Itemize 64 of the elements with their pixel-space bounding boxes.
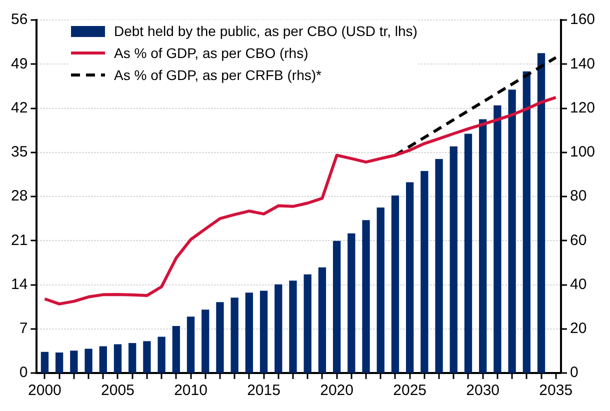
bar bbox=[435, 158, 443, 373]
x-tick-label: 2035 bbox=[539, 382, 573, 400]
y2-tick-label: 140 bbox=[570, 55, 596, 72]
y2-tick-label: 0 bbox=[570, 364, 578, 382]
y-tick-label: 21 bbox=[10, 232, 28, 249]
bar bbox=[260, 290, 268, 373]
x-tick-label: 2030 bbox=[466, 382, 500, 400]
bar bbox=[202, 310, 210, 373]
bar bbox=[537, 53, 546, 373]
bar bbox=[494, 105, 502, 373]
bar bbox=[158, 336, 166, 373]
y-tick-label: 14 bbox=[10, 276, 28, 293]
bar bbox=[376, 208, 384, 373]
bar bbox=[289, 280, 297, 373]
bar bbox=[479, 119, 487, 373]
bar bbox=[245, 292, 254, 373]
legend-label: As % of GDP, as per CBO (rhs) bbox=[114, 44, 308, 63]
bar bbox=[332, 240, 341, 373]
bar bbox=[318, 267, 326, 373]
x-tick-label: 2010 bbox=[174, 382, 208, 400]
bar bbox=[274, 284, 282, 373]
y-tick-label: 49 bbox=[10, 55, 28, 72]
bar bbox=[172, 326, 180, 373]
bar bbox=[84, 348, 92, 373]
bar bbox=[391, 196, 400, 373]
bar bbox=[362, 220, 370, 373]
y2-tick-label: 60 bbox=[570, 232, 587, 249]
x-tick-label: 2005 bbox=[101, 382, 134, 400]
bar bbox=[99, 346, 107, 373]
bar bbox=[143, 341, 151, 373]
y2-tick-label: 40 bbox=[570, 276, 587, 293]
bar bbox=[406, 182, 414, 373]
bar bbox=[40, 352, 49, 373]
x-tick-label: 2000 bbox=[28, 382, 62, 400]
bar bbox=[450, 146, 458, 373]
bar bbox=[522, 71, 530, 373]
bar bbox=[230, 298, 238, 373]
y2-tick-label: 20 bbox=[570, 320, 587, 338]
y-tick-label: 56 bbox=[10, 11, 28, 28]
x-tick-label: 2015 bbox=[247, 382, 280, 400]
bar bbox=[70, 350, 78, 373]
legend-label: As % of GDP, as per CRFB (rhs)* bbox=[114, 66, 322, 85]
bar bbox=[464, 134, 472, 373]
y2-tick-label: 120 bbox=[570, 99, 596, 116]
y-tick-label: 0 bbox=[19, 364, 28, 382]
bar bbox=[508, 90, 516, 373]
y-tick-label: 7 bbox=[19, 320, 28, 338]
bar bbox=[128, 343, 136, 373]
y2-tick-label: 160 bbox=[570, 11, 596, 28]
bar bbox=[420, 170, 428, 373]
legend-label: Debt held by the public, as per CBO (USD tr, lhs) bbox=[114, 22, 418, 41]
bar bbox=[304, 274, 312, 373]
bar bbox=[186, 316, 195, 373]
bar bbox=[216, 302, 224, 373]
y-tick-label: 28 bbox=[10, 188, 28, 205]
y2-tick-label: 80 bbox=[570, 188, 587, 205]
bar bbox=[348, 233, 356, 373]
x-tick-label: 2025 bbox=[393, 382, 427, 400]
bar bbox=[114, 344, 122, 373]
bar bbox=[55, 352, 64, 373]
x-tick-label: 2020 bbox=[320, 382, 354, 400]
y-tick-label: 42 bbox=[10, 99, 28, 116]
y-tick-label: 35 bbox=[10, 144, 28, 161]
y2-tick-label: 100 bbox=[570, 144, 596, 161]
